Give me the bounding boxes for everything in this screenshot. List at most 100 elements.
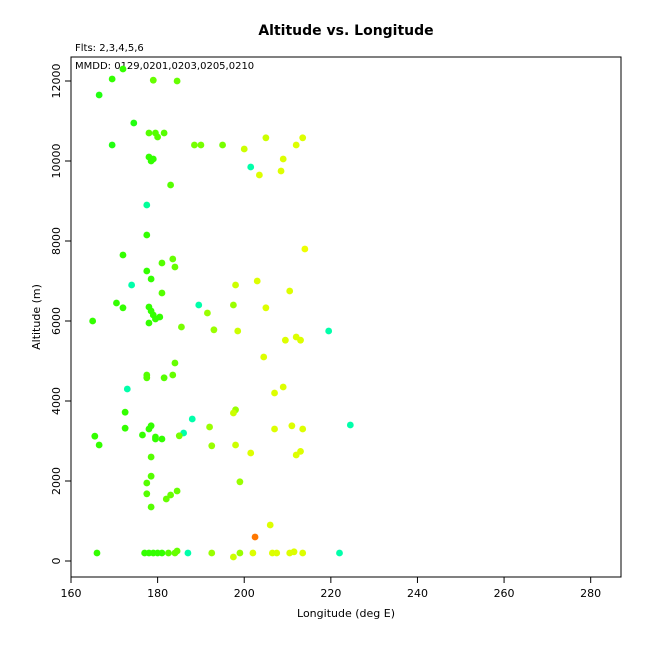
plot-frame: [70, 56, 622, 578]
data-point: [167, 181, 175, 189]
data-point: [188, 415, 196, 423]
data-points: [89, 65, 354, 561]
data-point: [279, 155, 287, 163]
data-point: [93, 549, 101, 557]
data-point: [173, 77, 181, 85]
data-point: [165, 549, 172, 557]
data-point: [277, 167, 285, 175]
data-point: [171, 359, 179, 367]
data-point: [119, 251, 127, 259]
data-point: [197, 141, 205, 149]
data-point: [299, 549, 307, 557]
data-point: [162, 495, 170, 503]
data-point: [95, 91, 103, 99]
data-point: [147, 503, 155, 511]
data-point: [279, 383, 287, 391]
data-point: [260, 353, 268, 361]
data-point: [158, 549, 166, 557]
data-point: [158, 259, 166, 267]
data-point: [147, 453, 155, 461]
data-point: [173, 487, 181, 495]
y-tick-label: 6000: [50, 307, 63, 335]
y-tick-label: 8000: [50, 227, 63, 255]
data-point: [299, 134, 307, 142]
data-point: [206, 423, 213, 431]
data-point: [145, 129, 153, 137]
data-point: [299, 425, 307, 433]
data-point: [234, 327, 242, 335]
data-point: [208, 549, 216, 557]
data-point: [208, 442, 216, 450]
axis-ticks: 160 180 200 220 240 260 280 0 2000 4000 6000 8000 10…: [50, 64, 601, 601]
data-point: [230, 409, 237, 417]
data-point: [143, 201, 151, 209]
data-point: [210, 326, 218, 334]
data-point: [255, 171, 263, 179]
data-point: [160, 374, 168, 382]
y-tick-label: 10000: [50, 144, 63, 179]
x-tick-label: 160: [61, 587, 82, 600]
data-point: [139, 431, 146, 439]
x-tick-label: 280: [580, 587, 601, 600]
data-point: [123, 385, 131, 393]
data-point: [281, 336, 289, 344]
data-point: [271, 425, 278, 433]
data-point: [230, 553, 237, 561]
data-point: [325, 327, 333, 335]
chart-subtitle: Flts: 2,3,4,5,6: [75, 43, 144, 54]
data-point: [169, 255, 177, 263]
data-point: [247, 449, 255, 457]
data-point: [232, 441, 239, 449]
data-point: [143, 267, 151, 275]
data-point: [173, 547, 181, 555]
data-point: [128, 281, 136, 289]
chart-title: Altitude vs. Longitude: [258, 23, 433, 39]
data-point: [232, 281, 239, 289]
data-point: [292, 141, 300, 149]
data-point: [236, 478, 244, 486]
data-point: [143, 479, 151, 487]
data-point: [240, 145, 248, 153]
data-point: [262, 134, 270, 142]
data-point: [346, 421, 354, 429]
data-point: [292, 451, 300, 459]
x-tick-label: 260: [494, 587, 515, 600]
x-tick-label: 180: [147, 587, 168, 600]
x-tick-label: 240: [407, 587, 428, 600]
data-point: [169, 371, 177, 379]
data-point: [89, 317, 97, 325]
data-point: [113, 299, 120, 307]
x-tick-label: 200: [234, 587, 255, 600]
data-point: [149, 76, 157, 84]
data-point: [195, 301, 203, 309]
data-point: [301, 245, 309, 253]
data-point: [147, 275, 155, 283]
data-point: [290, 548, 298, 556]
data-point: [119, 304, 127, 312]
data-point: [236, 549, 244, 557]
data-point: [143, 231, 151, 239]
data-point: [219, 141, 226, 149]
data-point: [253, 277, 261, 285]
data-point: [108, 75, 116, 83]
data-point: [271, 389, 278, 397]
data-point: [121, 424, 129, 432]
y-axis-label: Altitude (m): [30, 284, 43, 350]
data-point: [184, 549, 192, 557]
data-point: [273, 549, 281, 557]
data-point: [178, 323, 185, 331]
data-point: [108, 141, 116, 149]
data-point: [147, 157, 155, 165]
data-point: [121, 408, 129, 416]
data-point: [152, 435, 159, 443]
data-point: [143, 490, 151, 498]
data-point: [191, 141, 198, 149]
annotation-text: MMDD: 0129,0201,0203,0205,0210: [75, 61, 254, 72]
data-point: [145, 319, 153, 327]
data-point: [130, 119, 138, 127]
data-point: [91, 432, 99, 440]
data-point: [154, 133, 162, 141]
data-point: [297, 336, 304, 344]
y-tick-label: 2000: [50, 467, 63, 495]
data-point: [145, 425, 153, 433]
